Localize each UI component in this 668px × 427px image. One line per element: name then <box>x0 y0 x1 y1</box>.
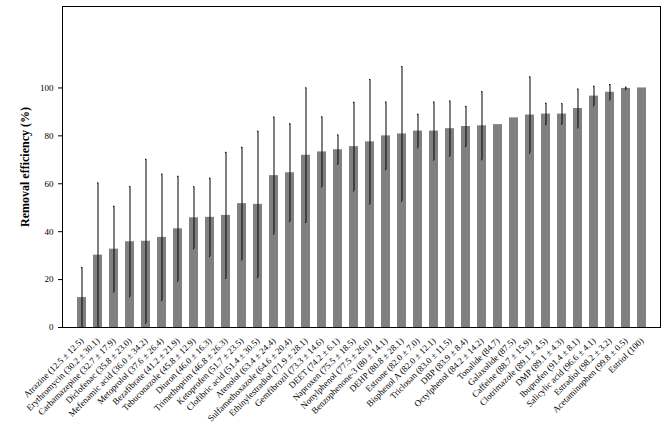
svg-text:Naproxen (75.5 ± 18.5): Naproxen (75.5 ± 18.5) <box>291 336 358 403</box>
svg-text:20: 20 <box>45 274 55 284</box>
svg-text:Ketoprofen (51.7 ± 23.5): Ketoprofen (51.7 ± 23.5) <box>174 335 246 407</box>
svg-text:Removal efficiency (%): Removal efficiency (%) <box>18 107 32 227</box>
svg-text:Salicylic acid (96.6 ± 4.1): Salicylic acid (96.6 ± 4.1) <box>524 335 598 409</box>
svg-text:Diuron (46.0 ± 16.3): Diuron (46.0 ± 16.3) <box>153 335 214 396</box>
svg-text:80: 80 <box>45 131 55 141</box>
svg-text:DEHP (80.8 ± 28.1): DEHP (80.8 ± 28.1) <box>347 335 406 394</box>
svg-text:Gemfibrozil (73.3 ± 14.6): Gemfibrozil (73.3 ± 14.6) <box>252 335 326 409</box>
svg-text:Atenolol (63.4 ± 24.4): Atenolol (63.4 ± 24.4) <box>213 335 278 400</box>
svg-text:Estrone (82.0 ± 7.0): Estrone (82.0 ± 7.0) <box>363 335 422 394</box>
svg-text:40: 40 <box>45 227 55 237</box>
svg-text:Triclosan (83.0 ± 11.5): Triclosan (83.0 ± 11.5) <box>388 335 454 402</box>
svg-text:DEET (74.2 ± 6.1): DEET (74.2 ± 6.1) <box>286 335 342 391</box>
svg-text:Acetaminophen (99.8 ± 0.5): Acetaminophen (99.8 ± 0.5) <box>550 336 629 415</box>
svg-text:Tonalide (84.7): Tonalide (84.7) <box>455 335 502 382</box>
svg-text:Benzophenone-3 (80 ± 14.1): Benzophenone-3 (80 ± 14.1) <box>309 335 390 416</box>
svg-text:Sulfamethoxazole (64.6 ± 20.4): Sulfamethoxazole (64.6 ± 20.4) <box>205 335 294 424</box>
svg-text:Trimethoprim (46.8 ± 26.3): Trimethoprim (46.8 ± 26.3) <box>152 335 230 413</box>
svg-text:Estriol (100): Estriol (100) <box>606 336 645 375</box>
svg-text:Clofibric acid (51.4 ± 30.5): Clofibric acid (51.4 ± 30.5) <box>184 335 262 413</box>
svg-text:Ethinylestradiol (71.9 ± 28.1): Ethinylestradiol (71.9 ± 28.1) <box>226 335 310 419</box>
svg-text:100: 100 <box>40 83 54 93</box>
svg-text:Atrazine (12.5 ± 12.5): Atrazine (12.5 ± 12.5) <box>21 335 86 400</box>
svg-text:Galaxolide (87.5): Galaxolide (87.5) <box>465 335 518 388</box>
svg-text:Octylphenol (84.2 ± 14.2): Octylphenol (84.2 ± 14.2) <box>412 335 486 409</box>
svg-text:Caffeine (88.7 ± 15.9): Caffeine (88.7 ± 15.9) <box>469 335 534 400</box>
svg-text:Clotrimazole (89.1 ± 4.5): Clotrimazole (89.1 ± 4.5) <box>477 335 550 408</box>
svg-text:Mefenamic acid (36.0 ± 34.2): Mefenamic acid (36.0 ± 34.2) <box>66 335 150 419</box>
svg-text:Tebuconazole (45.8 ± 12.9): Tebuconazole (45.8 ± 12.9) <box>120 335 198 413</box>
svg-text:Metoprolol (37.6 ± 26.4): Metoprolol (37.6 ± 26.4) <box>95 335 166 407</box>
svg-text:Ibuprofen (91.4 ± 8.1): Ibuprofen (91.4 ± 8.1) <box>517 335 582 400</box>
svg-text:Bisphenol A (82.0 ± 12.1): Bisphenol A (82.0 ± 12.1) <box>364 335 438 409</box>
svg-text:Diclofenac (35.8 ± 23.0): Diclofenac (35.8 ± 23.0) <box>63 335 134 406</box>
svg-text:Nonylphenol (77.5 ± 26.0): Nonylphenol (77.5 ± 26.0) <box>298 335 374 411</box>
svg-text:60: 60 <box>45 179 55 189</box>
svg-text:Erythromycin (30.2 ± 30.1): Erythromycin (30.2 ± 30.1) <box>24 335 102 413</box>
svg-text:0: 0 <box>49 322 54 332</box>
svg-text:DBP (83.9 ± 8.4): DBP (83.9 ± 8.4) <box>418 335 470 387</box>
svg-text:Carbamazepine (32.7 ± 17.9): Carbamazepine (32.7 ± 17.9) <box>36 335 118 418</box>
svg-text:Estradiol (98.2 ± 3.2): Estradiol (98.2 ± 3.2) <box>551 335 614 398</box>
svg-text:DMP (89.1 ± 4.3): DMP (89.1 ± 4.3) <box>513 335 566 388</box>
svg-text:Bezafibrate (41.2 ± 21.9): Bezafibrate (41.2 ± 21.9) <box>110 335 182 407</box>
